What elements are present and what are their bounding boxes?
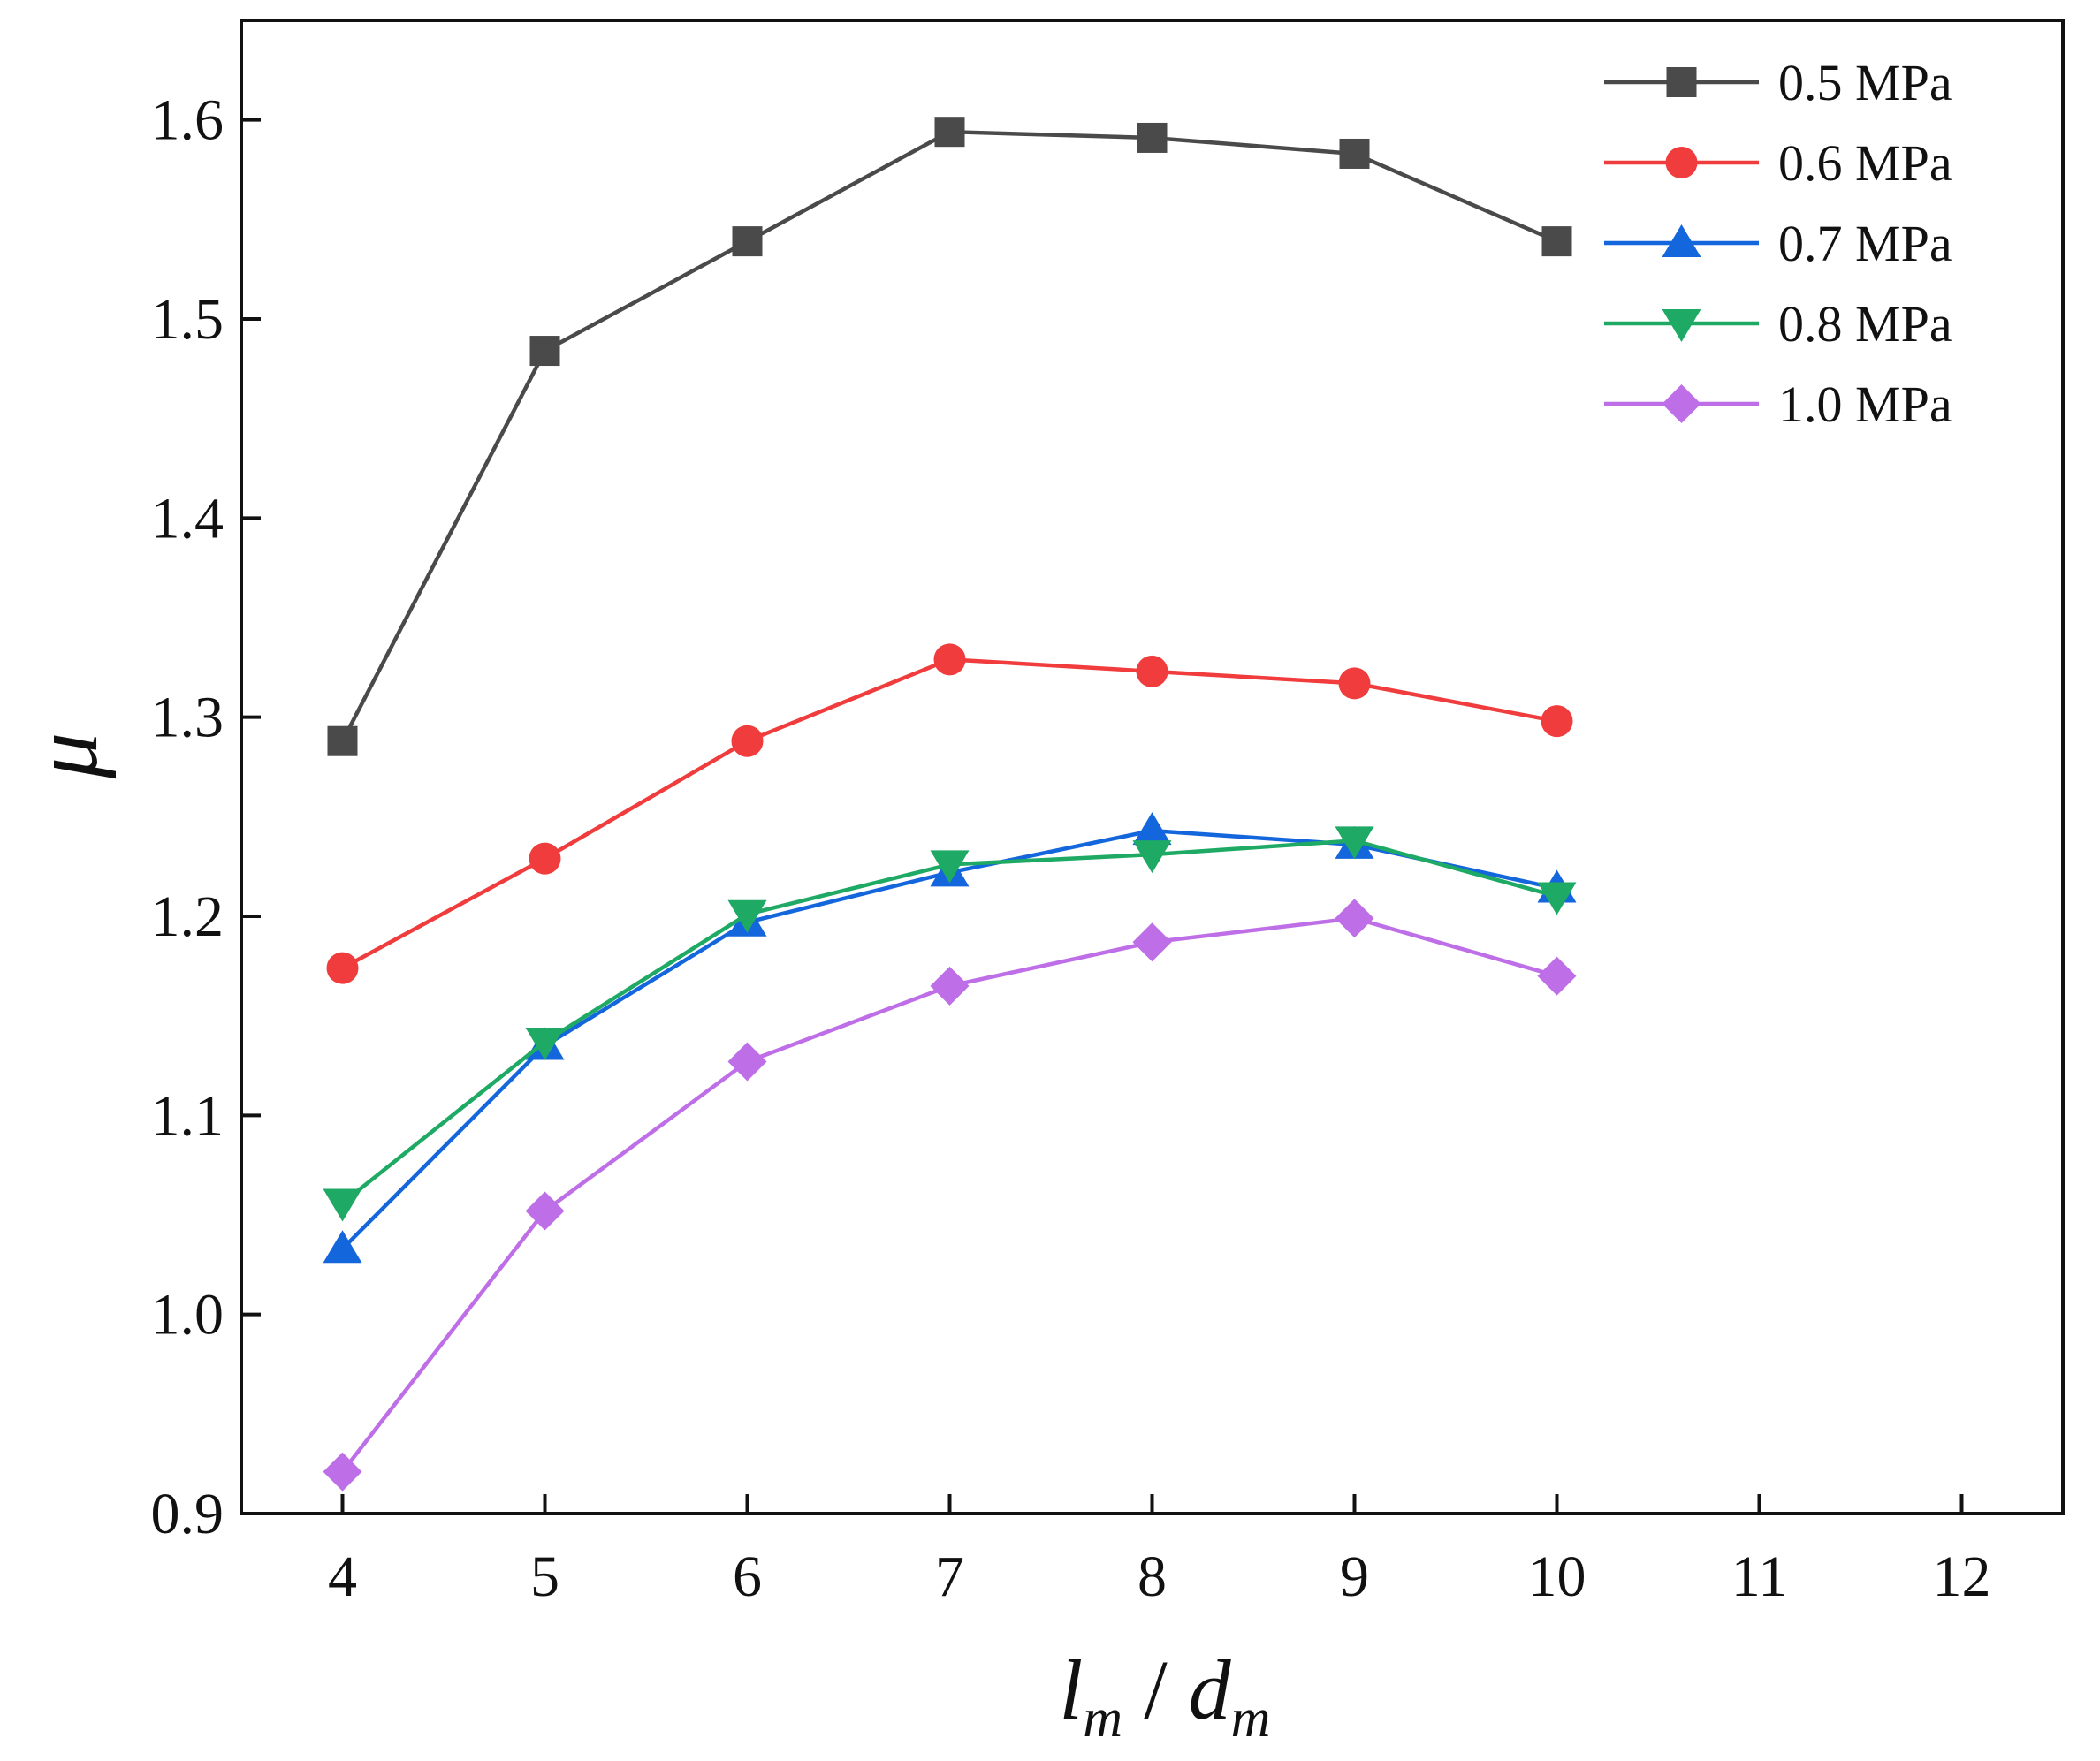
data-point: [323, 1188, 362, 1222]
series-0: [327, 117, 1572, 756]
data-point: [1541, 226, 1572, 257]
x-tick-label: 11: [1731, 1545, 1788, 1609]
y-axis-ticks: 0.9 1.0 1.1 1.2 1.3 1.4 1.5 1.6: [151, 88, 261, 1546]
data-point: [1338, 667, 1371, 700]
data-point: [529, 336, 560, 367]
data-point: [525, 1191, 565, 1231]
x-tick-label: 10: [1528, 1545, 1586, 1609]
x-tick-label: 8: [1138, 1545, 1167, 1609]
legend-label: 0.5 MPa: [1778, 54, 1952, 111]
x-tick-label: 6: [733, 1545, 762, 1609]
data-point: [1132, 840, 1172, 874]
legend-item: 0.8 MPa: [1604, 295, 1952, 353]
x-tick-label: 4: [328, 1545, 357, 1609]
data-point: [1136, 655, 1168, 687]
data-point: [1132, 922, 1172, 962]
legend-marker: [1662, 384, 1701, 423]
series-line: [341, 839, 1558, 1205]
series-layer: [323, 117, 1577, 1492]
series-4: [323, 899, 1577, 1492]
x-axis-title-den: d: [1189, 1643, 1232, 1737]
data-point: [732, 226, 763, 257]
data-point: [727, 899, 767, 933]
y-axis-title: μ: [15, 732, 117, 779]
data-point: [1335, 826, 1374, 860]
legend-item: 1.0 MPa: [1604, 376, 1952, 433]
legend-label: 0.7 MPa: [1778, 215, 1952, 272]
y-tick-label: 0.9: [151, 1482, 224, 1546]
data-point: [930, 850, 970, 884]
legend-label: 1.0 MPa: [1778, 376, 1952, 433]
x-tick-label: 12: [1933, 1545, 1991, 1609]
data-point: [1335, 899, 1374, 938]
y-tick-label: 1.1: [151, 1083, 224, 1148]
data-point: [327, 725, 358, 756]
legend: 0.5 MPa 0.6 MPa 0.7 MPa 0.8 MPa 1.0 MPa: [1604, 54, 1952, 433]
y-tick-label: 1.2: [151, 884, 224, 949]
y-tick-label: 1.6: [151, 88, 224, 153]
y-tick-label: 1.4: [151, 486, 224, 550]
data-point: [1137, 122, 1168, 153]
data-point: [934, 117, 965, 148]
legend-marker: [1662, 309, 1701, 342]
data-point: [731, 725, 764, 757]
x-tick-label: 9: [1340, 1545, 1369, 1609]
series-line: [340, 828, 1557, 1250]
x-axis-title-den-sub: m: [1231, 1689, 1271, 1749]
legend-marker: [1665, 147, 1698, 178]
series-1: [326, 643, 1573, 984]
x-axis-ticks: 4 5 6 7 8 9 10 11 12: [328, 1494, 1991, 1609]
x-axis-title-sep: /: [1122, 1643, 1189, 1737]
x-axis-title: lm / dm: [1060, 1643, 1271, 1749]
data-point: [323, 1230, 362, 1264]
data-point: [727, 1042, 767, 1082]
series-3: [323, 826, 1577, 1222]
data-point: [1339, 138, 1370, 169]
x-tick-label: 5: [530, 1545, 559, 1609]
legend-item: 0.7 MPa: [1604, 215, 1952, 272]
data-point: [1541, 705, 1573, 738]
data-point: [1132, 812, 1172, 846]
data-point: [930, 966, 970, 1006]
data-point: [933, 643, 966, 676]
y-tick-label: 1.5: [151, 287, 224, 352]
data-point: [326, 952, 359, 984]
x-axis-title-main-sub: m: [1083, 1689, 1122, 1749]
legend-label: 0.6 MPa: [1778, 134, 1952, 192]
legend-marker: [1666, 67, 1697, 97]
data-point: [323, 1452, 362, 1492]
legend-label: 0.8 MPa: [1778, 295, 1952, 353]
legend-item: 0.5 MPa: [1604, 54, 1952, 111]
x-axis-title-main: l: [1060, 1643, 1084, 1737]
data-point: [529, 842, 561, 875]
legend-marker: [1662, 224, 1701, 257]
y-tick-label: 1.3: [151, 686, 224, 750]
x-tick-label: 7: [935, 1545, 964, 1609]
series-line: [341, 657, 1557, 970]
y-tick-label: 1.0: [151, 1283, 224, 1347]
data-point: [1537, 956, 1577, 996]
legend-item: 0.6 MPa: [1604, 134, 1952, 192]
data-point: [1537, 882, 1577, 915]
data-point: [525, 1027, 565, 1060]
